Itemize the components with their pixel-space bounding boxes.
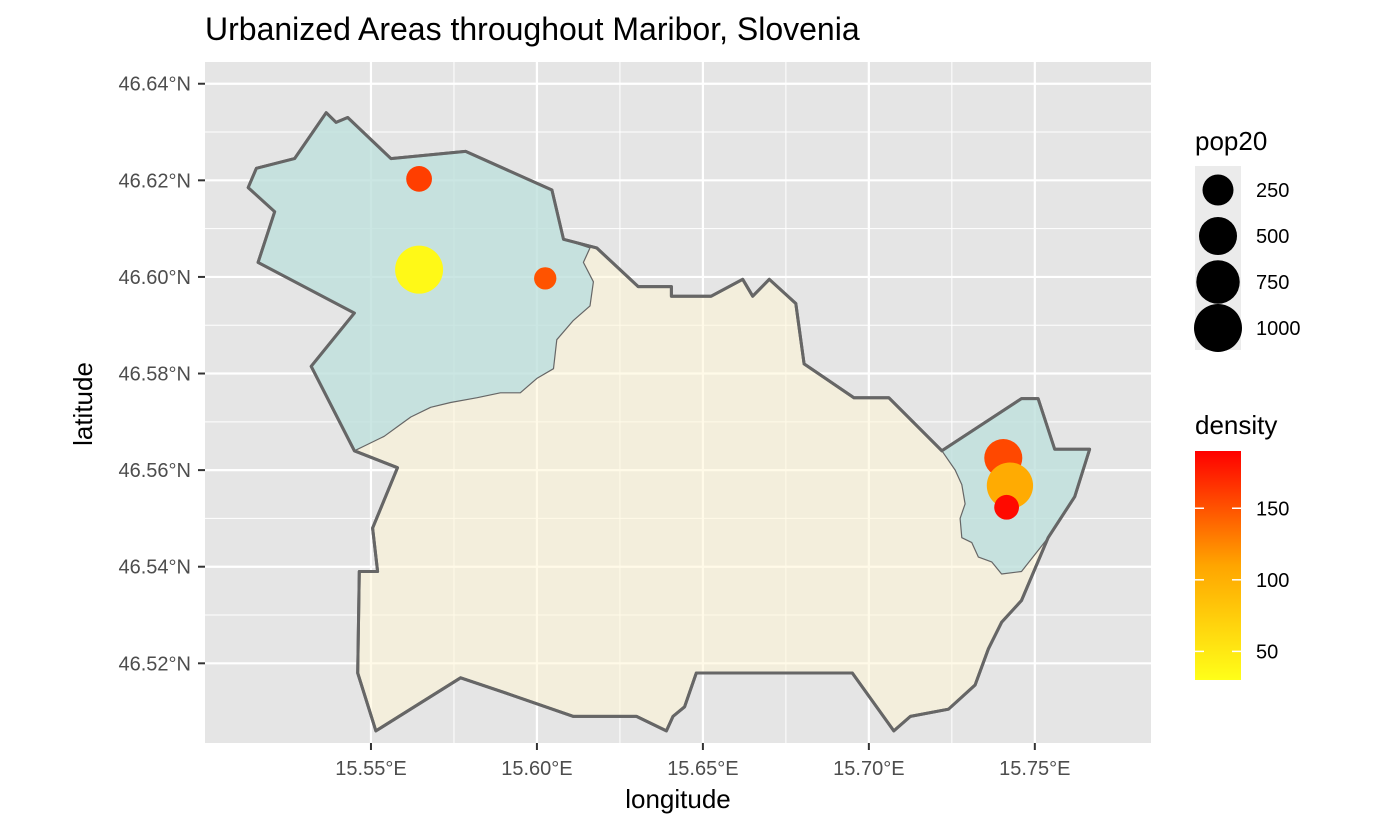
x-tick-label: 15.70°E [833,758,904,780]
legend-pop20-label: 1000 [1256,318,1301,340]
x-tick-label: 15.55°E [335,758,406,780]
legend-pop20-title: pop20 [1195,126,1267,156]
legend-pop20-key [1202,174,1234,206]
legend-pop20-label: 750 [1256,272,1289,294]
urban-points [395,165,1034,520]
y-tick-label: 46.52°N [119,653,192,675]
urban-point [986,462,1034,509]
x-axis: 15.55°E 15.60°E 15.65°E 15.70°E 15.75°E [335,743,1071,780]
legend-density-title: density [1195,410,1277,440]
x-tick-label: 15.60°E [501,758,572,780]
legend-pop20-label: 250 [1256,180,1289,202]
legend-pop20-key [1194,304,1242,352]
y-tick-label: 46.64°N [119,74,192,96]
legend-density-label: 150 [1256,498,1289,520]
legend-density-label: 100 [1256,570,1289,592]
urban-point [994,494,1019,520]
x-axis-title: longitude [625,784,731,814]
legend-density: density 50 100 150 [1195,410,1289,680]
legend-pop20-key [1198,216,1238,256]
urban-point [395,245,444,294]
y-tick-label: 46.62°N [119,170,192,192]
region-outline [246,111,1092,733]
y-tick-label: 46.58°N [119,364,192,386]
legend-density-colorbar [1195,451,1241,680]
urban-point [406,165,432,192]
urban-point [534,267,557,290]
chart-title: Urbanized Areas throughout Maribor, Slov… [205,11,860,47]
legend-pop20: pop20 250 500 750 1000 [1194,126,1301,352]
legend-pop20-label: 500 [1256,226,1289,248]
legend-density-label: 50 [1256,641,1278,663]
legend-pop20-key [1196,260,1240,304]
y-axis: 46.52°N 46.54°N 46.56°N 46.58°N 46.60°N 46.62… [119,74,205,675]
y-tick-label: 46.56°N [119,460,192,482]
y-axis-title: latitude [68,362,98,446]
y-tick-label: 46.60°N [119,267,192,289]
y-tick-label: 46.54°N [119,557,192,579]
x-tick-label: 15.75°E [999,758,1070,780]
x-tick-label: 15.65°E [667,758,738,780]
